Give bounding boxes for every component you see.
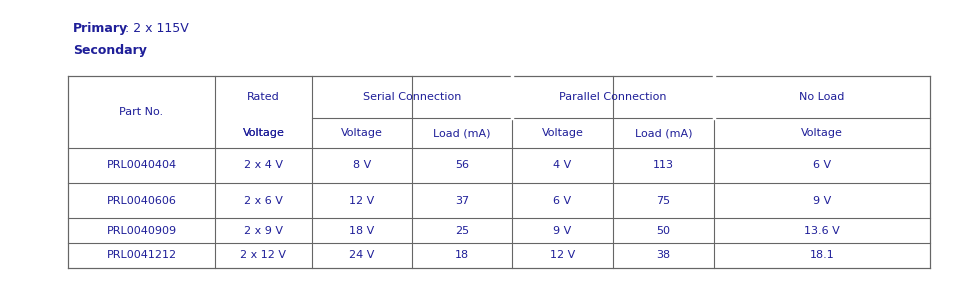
Text: Voltage: Voltage [341,128,383,138]
Text: 9 V: 9 V [813,195,831,206]
Text: Rated: Rated [247,92,280,102]
Text: 12 V: 12 V [350,195,375,206]
Text: PRL0040404: PRL0040404 [106,160,176,171]
Text: Load (mA): Load (mA) [433,128,491,138]
Text: 13.6 V: 13.6 V [805,226,840,235]
Text: Serial Connection: Serial Connection [362,92,461,102]
Text: 56: 56 [455,160,469,171]
Text: 9 V: 9 V [553,226,572,235]
Text: 4 V: 4 V [553,160,572,171]
Text: :: : [139,44,143,57]
Text: 2 x 9 V: 2 x 9 V [244,226,283,235]
Text: 18.1: 18.1 [809,250,835,261]
Text: 113: 113 [653,160,674,171]
Text: 8 V: 8 V [353,160,371,171]
Text: Parallel Connection: Parallel Connection [559,92,667,102]
Text: 18: 18 [455,250,469,261]
Text: PRL0041212: PRL0041212 [106,250,176,261]
Text: PRL0040909: PRL0040909 [106,226,176,235]
Text: Voltage: Voltage [801,128,843,138]
Text: 2 x 4 V: 2 x 4 V [244,160,283,171]
Text: Voltage: Voltage [542,128,583,138]
Text: Part No.: Part No. [120,107,164,117]
Text: Voltage: Voltage [243,128,284,138]
Text: PRL0040606: PRL0040606 [106,195,176,206]
Text: 37: 37 [455,195,469,206]
Text: 2 x 6 V: 2 x 6 V [244,195,282,206]
Text: 12 V: 12 V [550,250,575,261]
Text: 2 x 12 V: 2 x 12 V [241,250,286,261]
Text: 50: 50 [656,226,670,235]
Text: 18 V: 18 V [350,226,375,235]
Text: 75: 75 [656,195,670,206]
Text: 24 V: 24 V [350,250,375,261]
Text: No Load: No Load [800,92,844,102]
Text: 38: 38 [656,250,670,261]
Text: : 2 x 115V: : 2 x 115V [125,22,189,35]
Text: Secondary: Secondary [73,44,147,57]
Text: 6 V: 6 V [813,160,831,171]
Text: Load (mA): Load (mA) [635,128,693,138]
Text: Primary: Primary [73,22,129,35]
Text: 6 V: 6 V [553,195,572,206]
Text: 25: 25 [455,226,469,235]
Text: Voltage: Voltage [243,128,284,138]
